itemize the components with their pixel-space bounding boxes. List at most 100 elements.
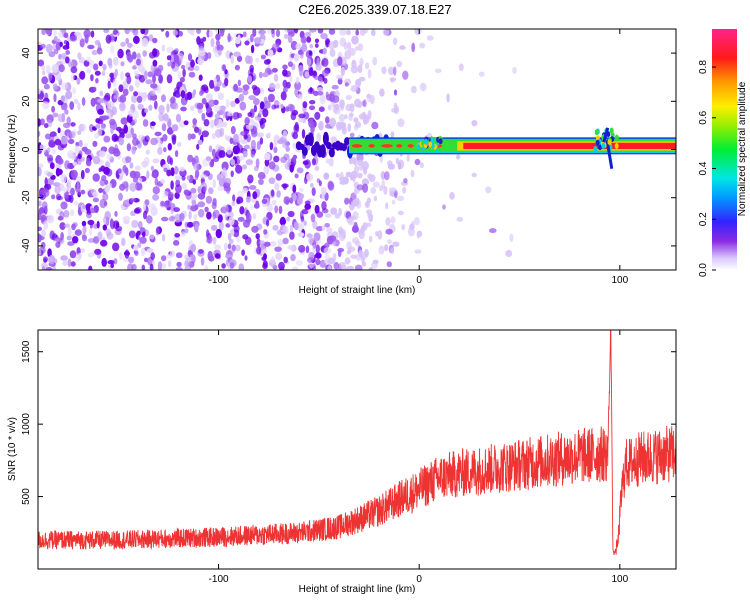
- noise-speckle: [298, 64, 304, 74]
- noise-speckle: [384, 171, 390, 181]
- noise-speckle: [70, 187, 75, 196]
- noise-speckle: [260, 118, 267, 124]
- noise-speckle: [43, 83, 50, 90]
- noise-speckle: [81, 234, 88, 242]
- noise-speckle: [53, 182, 61, 187]
- noise-speckle: [355, 240, 361, 247]
- noise-speckle: [298, 113, 306, 119]
- noise-speckle: [240, 131, 246, 136]
- noise-speckle: [107, 260, 115, 265]
- noise-speckle: [385, 202, 389, 210]
- noise-speckle: [218, 178, 225, 187]
- noise-speckle: [289, 197, 294, 204]
- spectrogram-y-axis-label: Frequency (Hz): [7, 115, 18, 184]
- noise-speckle: [174, 150, 179, 158]
- noise-speckle: [138, 74, 146, 83]
- noise-speckle: [317, 29, 324, 34]
- noise-speckle: [146, 170, 150, 179]
- noise-speckle: [379, 88, 385, 97]
- noise-speckle: [161, 216, 169, 222]
- noise-speckle: [107, 57, 113, 67]
- noise-speckle: [294, 81, 302, 91]
- noise-speckle: [279, 224, 288, 233]
- noise-speckle: [244, 255, 248, 261]
- noise-speckle: [38, 59, 45, 67]
- noise-speckle: [214, 128, 223, 138]
- noise-speckle: [238, 263, 245, 270]
- noise-speckle: [232, 194, 236, 202]
- noise-speckle: [267, 93, 275, 103]
- noise-speckle: [52, 112, 59, 118]
- noise-speckle: [225, 185, 231, 194]
- noise-speckle: [292, 132, 299, 140]
- noise-speckle: [478, 71, 485, 77]
- noise-speckle: [90, 30, 95, 38]
- noise-speckle: [63, 210, 70, 218]
- noise-speckle: [126, 42, 133, 48]
- noise-speckle: [264, 158, 270, 167]
- noise-speckle: [238, 155, 245, 161]
- noise-speckle: [361, 178, 370, 186]
- noise-speckle: [187, 221, 194, 228]
- noise-speckle: [383, 185, 388, 195]
- noise-speckle: [62, 260, 68, 267]
- noise-speckle: [296, 167, 304, 174]
- noise-speckle: [308, 105, 316, 111]
- noise-speckle: [251, 129, 258, 138]
- noise-speckle: [102, 215, 110, 225]
- noise-speckle: [57, 113, 65, 123]
- noise-speckle: [280, 156, 288, 163]
- signal-band-layer: [463, 142, 676, 150]
- noise-speckle: [80, 156, 85, 162]
- noise-speckle: [205, 195, 213, 204]
- noise-speckle: [113, 135, 120, 142]
- colorbar-label: Normalized spectral amplitude: [737, 81, 748, 216]
- noise-speckle: [230, 125, 236, 135]
- noise-speckle: [314, 38, 320, 44]
- noise-speckle: [198, 249, 204, 254]
- noise-speckle: [274, 82, 281, 90]
- noise-speckle: [270, 240, 277, 247]
- noise-speckle: [170, 54, 174, 63]
- noise-speckle: [89, 227, 93, 236]
- noise-speckle: [357, 64, 363, 73]
- noise-speckle: [212, 209, 220, 219]
- noise-speckle: [56, 76, 62, 82]
- noise-speckle: [288, 75, 293, 83]
- noise-speckle: [60, 95, 66, 102]
- noise-speckle: [327, 181, 335, 191]
- noise-speckle: [296, 94, 303, 100]
- noise-speckle: [175, 188, 182, 194]
- noise-speckle: [324, 253, 331, 260]
- noise-speckle: [301, 208, 309, 215]
- noise-speckle: [181, 64, 186, 70]
- noise-speckle: [292, 184, 297, 194]
- noise-speckle: [120, 41, 126, 47]
- noise-speckle: [227, 211, 234, 219]
- noise-speckle: [344, 197, 350, 205]
- noise-speckle: [357, 101, 363, 109]
- noise-speckle: [132, 65, 137, 70]
- noise-speckle: [282, 140, 290, 149]
- noise-speckle: [248, 95, 256, 101]
- noise-speckle: [397, 195, 405, 202]
- noise-speckle: [168, 216, 176, 222]
- noise-speckle: [394, 105, 399, 115]
- noise-speckle: [40, 241, 46, 249]
- noise-speckle: [356, 79, 361, 86]
- noise-speckle: [321, 69, 329, 77]
- noise-speckle: [179, 212, 185, 222]
- noise-speckle: [95, 124, 101, 129]
- noise-speckle: [171, 124, 179, 132]
- noise-speckle: [69, 35, 77, 42]
- noise-speckle: [175, 179, 181, 188]
- noise-speckle: [351, 35, 359, 45]
- noise-speckle: [98, 60, 103, 67]
- noise-speckle: [55, 193, 62, 201]
- disturbance-blob: [609, 127, 614, 134]
- noise-speckle: [217, 214, 223, 223]
- noise-speckle: [171, 135, 177, 145]
- noise-speckle: [55, 167, 61, 177]
- noise-speckle: [186, 91, 193, 101]
